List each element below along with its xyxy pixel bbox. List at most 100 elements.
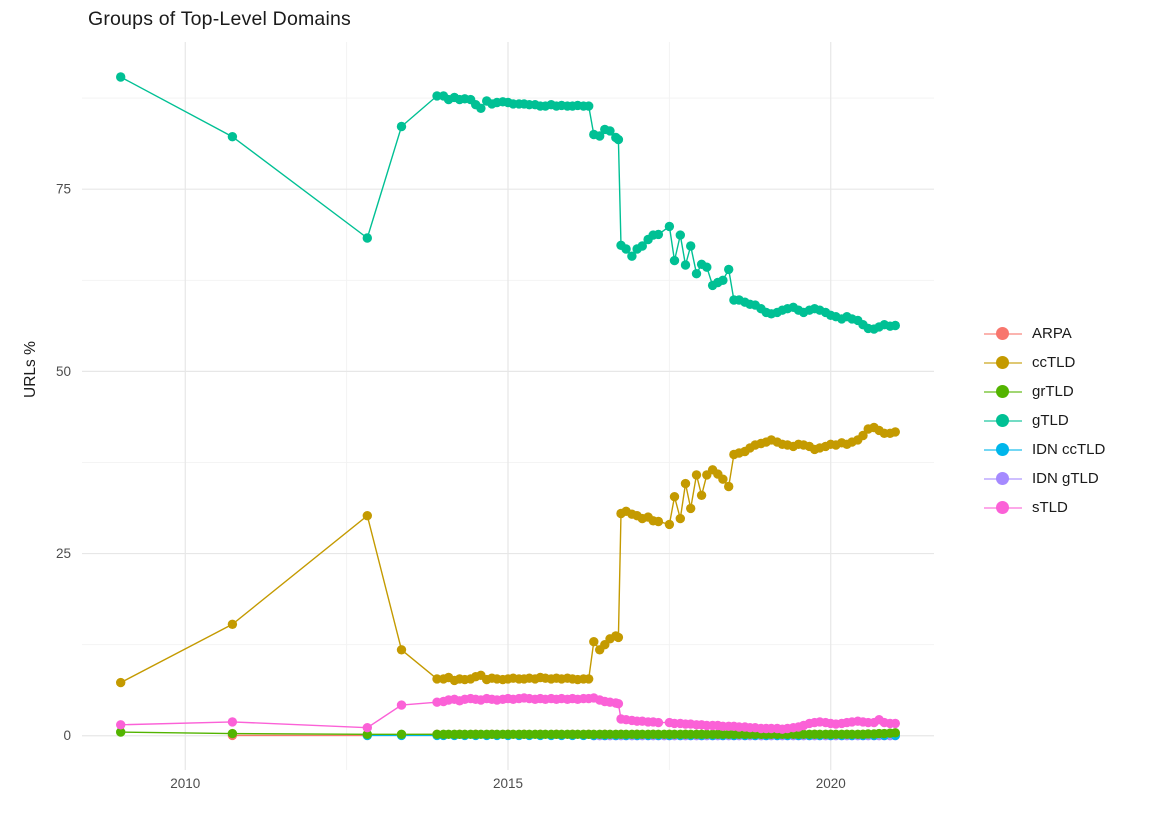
data-point bbox=[702, 262, 712, 272]
data-point bbox=[718, 474, 728, 484]
data-point bbox=[613, 134, 624, 145]
data-point bbox=[595, 131, 605, 141]
data-point bbox=[653, 229, 664, 240]
data-point bbox=[613, 699, 624, 709]
data-point bbox=[396, 121, 407, 132]
legend-dot-icon bbox=[996, 385, 1009, 398]
data-point bbox=[621, 244, 631, 254]
data-point bbox=[890, 718, 900, 729]
legend-label: sTLD bbox=[1032, 499, 1068, 516]
data-point bbox=[362, 511, 372, 521]
legend-item-IDN-ccTLD: IDN ccTLD bbox=[984, 435, 1105, 464]
x-tick-label: 2020 bbox=[816, 776, 846, 791]
data-point bbox=[669, 492, 680, 502]
data-point bbox=[227, 619, 238, 629]
legend-label: ARPA bbox=[1032, 325, 1072, 342]
legend-item-grTLD: grTLD bbox=[984, 377, 1105, 406]
data-point bbox=[584, 674, 594, 684]
data-point bbox=[696, 490, 707, 500]
legend-dot-icon bbox=[996, 356, 1009, 369]
data-point bbox=[686, 241, 696, 251]
legend-item-IDN-gTLD: IDN gTLD bbox=[984, 464, 1105, 493]
x-tick-label: 2015 bbox=[493, 776, 523, 791]
data-point bbox=[362, 723, 372, 733]
data-point bbox=[362, 729, 372, 739]
data-point bbox=[637, 241, 647, 251]
data-point bbox=[432, 729, 442, 739]
data-point bbox=[691, 470, 702, 480]
y-axis-title: URLs % bbox=[22, 341, 39, 398]
legend-label: gTLD bbox=[1032, 412, 1069, 429]
legend-label: IDN gTLD bbox=[1032, 470, 1099, 487]
legend-key-icon bbox=[984, 384, 1022, 400]
data-point bbox=[396, 700, 407, 710]
legend-label: ccTLD bbox=[1032, 354, 1076, 371]
series-points-ccTLD bbox=[116, 422, 900, 688]
chart-title: Groups of Top-Level Domains bbox=[88, 8, 352, 30]
data-point bbox=[653, 717, 664, 728]
y-tick-label: 75 bbox=[56, 182, 71, 197]
data-point bbox=[890, 728, 900, 738]
data-point bbox=[858, 430, 868, 441]
series-points-sTLD bbox=[116, 693, 900, 734]
data-point bbox=[116, 72, 126, 82]
legend-item-ccTLD: ccTLD bbox=[984, 348, 1105, 377]
data-point bbox=[227, 132, 238, 142]
legend: ARPA ccTLD grTLD gTLD IDN ccTLD IDN gTLD sTLD bbox=[984, 319, 1105, 522]
legend-dot-icon bbox=[996, 501, 1009, 514]
legend-dot-icon bbox=[996, 327, 1009, 340]
legend-label: grTLD bbox=[1032, 383, 1074, 400]
legend-item-gTLD: gTLD bbox=[984, 406, 1105, 435]
legend-key-icon bbox=[984, 471, 1022, 487]
data-point bbox=[691, 269, 702, 279]
data-point bbox=[664, 519, 675, 530]
data-point bbox=[669, 255, 680, 266]
legend-key-icon bbox=[984, 413, 1022, 429]
legend-key-icon bbox=[984, 355, 1022, 371]
legend-label: IDN ccTLD bbox=[1032, 441, 1106, 458]
data-point bbox=[680, 260, 691, 270]
data-point bbox=[396, 729, 407, 739]
data-point bbox=[116, 720, 126, 730]
data-point bbox=[476, 103, 486, 114]
data-point bbox=[116, 727, 126, 737]
data-point bbox=[718, 275, 728, 285]
data-point bbox=[890, 320, 900, 331]
legend-item-ARPA: ARPA bbox=[984, 319, 1105, 348]
data-point bbox=[724, 481, 734, 492]
series-points-grTLD bbox=[116, 727, 900, 739]
legend-dot-icon bbox=[996, 414, 1009, 427]
legend-key-icon bbox=[984, 500, 1022, 516]
y-tick-label: 25 bbox=[56, 546, 71, 561]
data-point bbox=[890, 427, 900, 437]
data-point bbox=[724, 264, 734, 275]
data-point bbox=[605, 126, 615, 136]
legend-item-sTLD: sTLD bbox=[984, 493, 1105, 522]
y-tick-label: 50 bbox=[56, 364, 71, 379]
data-point bbox=[432, 91, 442, 101]
data-point bbox=[227, 717, 238, 727]
data-point bbox=[584, 101, 594, 111]
series-points-gTLD bbox=[116, 72, 900, 334]
data-point bbox=[675, 513, 685, 524]
data-point bbox=[227, 728, 238, 739]
data-point bbox=[432, 674, 442, 684]
data-point bbox=[664, 221, 675, 232]
data-point bbox=[116, 677, 126, 688]
data-point bbox=[653, 516, 664, 527]
data-point bbox=[675, 230, 685, 240]
data-point bbox=[680, 478, 691, 489]
data-point bbox=[627, 251, 637, 261]
data-point bbox=[613, 632, 624, 643]
data-point bbox=[362, 233, 372, 243]
data-point bbox=[589, 637, 599, 647]
data-point bbox=[396, 645, 407, 655]
legend-dot-icon bbox=[996, 443, 1009, 456]
y-tick-label: 0 bbox=[63, 728, 71, 743]
legend-key-icon bbox=[984, 442, 1022, 458]
x-tick-label: 2010 bbox=[170, 776, 200, 791]
legend-dot-icon bbox=[996, 472, 1009, 485]
data-point bbox=[686, 503, 696, 514]
